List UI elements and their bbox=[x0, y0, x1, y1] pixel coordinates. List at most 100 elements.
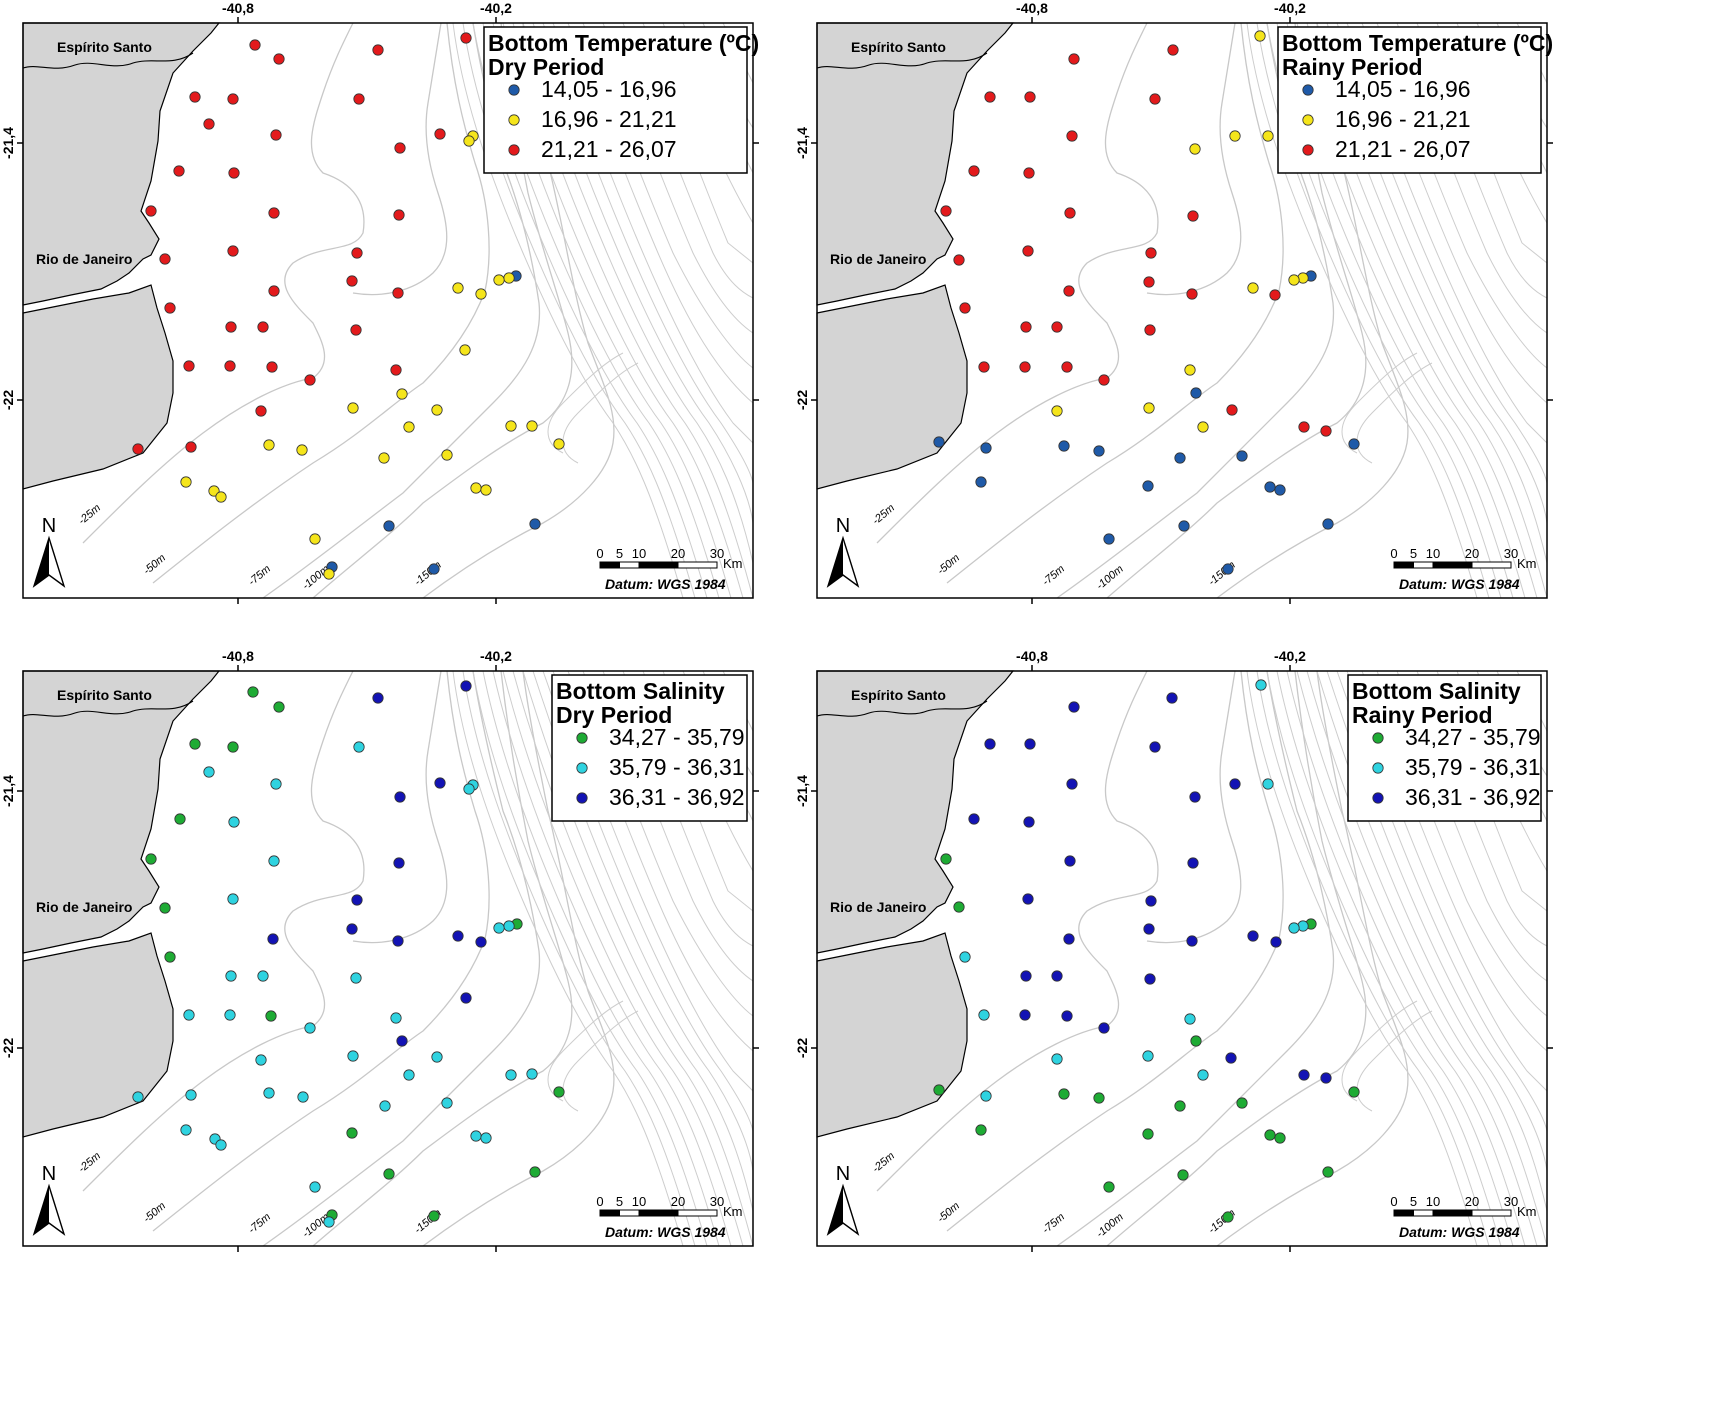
scale-bar-tick: 20 bbox=[1465, 546, 1479, 561]
station-point bbox=[1264, 1129, 1276, 1141]
station-point bbox=[434, 777, 446, 789]
place-rio-de-janeiro: Rio de Janeiro bbox=[830, 251, 926, 267]
station-point bbox=[225, 970, 237, 982]
datum-label: Datum: WGS 1984 bbox=[1399, 576, 1520, 592]
scale-bar-tick: 10 bbox=[1426, 1194, 1440, 1209]
station-point bbox=[1348, 1086, 1360, 1098]
lat-label: -21,4 bbox=[794, 775, 810, 807]
legend-item-label: 36,31 - 36,92 bbox=[1405, 784, 1541, 810]
legend-item-label: 16,96 - 21,21 bbox=[1335, 106, 1471, 132]
legend-item-label: 14,05 - 16,96 bbox=[541, 76, 677, 102]
scale-bar-tick: 5 bbox=[1410, 1194, 1417, 1209]
isobath-label: -75m bbox=[246, 563, 273, 588]
datum-label: Datum: WGS 1984 bbox=[605, 1224, 726, 1240]
station-point bbox=[227, 741, 239, 753]
scale-bar-tick: 10 bbox=[1426, 546, 1440, 561]
station-point bbox=[183, 1009, 195, 1021]
station-point bbox=[1236, 450, 1248, 462]
station-point bbox=[553, 438, 565, 450]
station-point bbox=[1348, 438, 1360, 450]
station-point bbox=[475, 936, 487, 948]
map-frame bbox=[22, 670, 754, 1247]
station-point bbox=[346, 923, 358, 935]
scale-bar-unit: Km bbox=[723, 1204, 743, 1219]
station-point bbox=[1063, 933, 1075, 945]
station-point bbox=[351, 894, 363, 906]
station-point bbox=[452, 282, 464, 294]
legend-swatch bbox=[1302, 144, 1314, 156]
lon-label: -40,2 bbox=[480, 648, 512, 664]
station-point bbox=[529, 1166, 541, 1178]
station-point bbox=[1297, 920, 1309, 932]
station-point bbox=[257, 321, 269, 333]
station-point bbox=[351, 247, 363, 259]
station-point bbox=[503, 272, 515, 284]
station-point bbox=[1186, 935, 1198, 947]
station-point bbox=[441, 1097, 453, 1109]
station-point bbox=[1063, 285, 1075, 297]
station-point bbox=[393, 857, 405, 869]
station-point bbox=[470, 482, 482, 494]
isobath-label: -75m bbox=[1040, 1211, 1067, 1236]
station-point bbox=[1061, 361, 1073, 373]
station-point bbox=[403, 1069, 415, 1081]
station-point bbox=[1019, 361, 1031, 373]
legend-title: Bottom Temperature (ºC) bbox=[488, 30, 759, 56]
station-point bbox=[265, 1010, 277, 1022]
station-point bbox=[174, 813, 186, 825]
legend-box bbox=[1277, 26, 1542, 174]
station-point bbox=[390, 364, 402, 376]
station-point bbox=[1298, 1069, 1310, 1081]
station-point bbox=[1297, 272, 1309, 284]
station-point bbox=[1024, 91, 1036, 103]
station-point bbox=[968, 813, 980, 825]
station-point bbox=[164, 302, 176, 314]
station-point bbox=[460, 32, 472, 44]
station-point bbox=[227, 893, 239, 905]
station-point bbox=[505, 1069, 517, 1081]
station-point bbox=[1142, 1050, 1154, 1062]
isobath-label: -25m bbox=[76, 502, 103, 527]
station-point bbox=[132, 1091, 144, 1103]
station-point bbox=[266, 361, 278, 373]
north-arrow-fill bbox=[34, 538, 49, 586]
station-point bbox=[268, 285, 280, 297]
station-point bbox=[1236, 1097, 1248, 1109]
legend-box bbox=[483, 26, 748, 174]
lon-label: -40,8 bbox=[222, 648, 254, 664]
station-point bbox=[1320, 1072, 1332, 1084]
place-espirito-santo: Espírito Santo bbox=[851, 687, 946, 703]
station-point bbox=[224, 360, 236, 372]
station-point bbox=[431, 1051, 443, 1063]
lat-label: -21,4 bbox=[794, 127, 810, 159]
legend-swatch bbox=[1372, 732, 1384, 744]
station-point bbox=[1322, 1166, 1334, 1178]
legend: Bottom Temperature (ºC)Rainy Period14,05… bbox=[1277, 26, 1553, 174]
station-point bbox=[309, 533, 321, 545]
station-point bbox=[353, 93, 365, 105]
station-point bbox=[1274, 484, 1286, 496]
station-point bbox=[1051, 321, 1063, 333]
isobath-label: -25m bbox=[870, 502, 897, 527]
legend-swatch bbox=[576, 762, 588, 774]
station-point bbox=[323, 568, 335, 580]
station-point bbox=[1177, 1169, 1189, 1181]
legend-swatch bbox=[576, 792, 588, 804]
station-point bbox=[1247, 282, 1259, 294]
station-point bbox=[273, 701, 285, 713]
station-point bbox=[1066, 778, 1078, 790]
lon-label: -40,8 bbox=[1016, 648, 1048, 664]
station-point bbox=[1187, 210, 1199, 222]
station-point bbox=[428, 563, 440, 575]
scale-bar-tick: 5 bbox=[616, 1194, 623, 1209]
station-point bbox=[394, 142, 406, 154]
station-point bbox=[460, 680, 472, 692]
station-point bbox=[959, 302, 971, 314]
scale-bar-tick: 0 bbox=[596, 1194, 603, 1209]
station-point bbox=[392, 287, 404, 299]
station-point bbox=[975, 476, 987, 488]
legend-title: Dry Period bbox=[556, 702, 672, 728]
isobath-label: -25m bbox=[76, 1150, 103, 1175]
station-point bbox=[267, 933, 279, 945]
